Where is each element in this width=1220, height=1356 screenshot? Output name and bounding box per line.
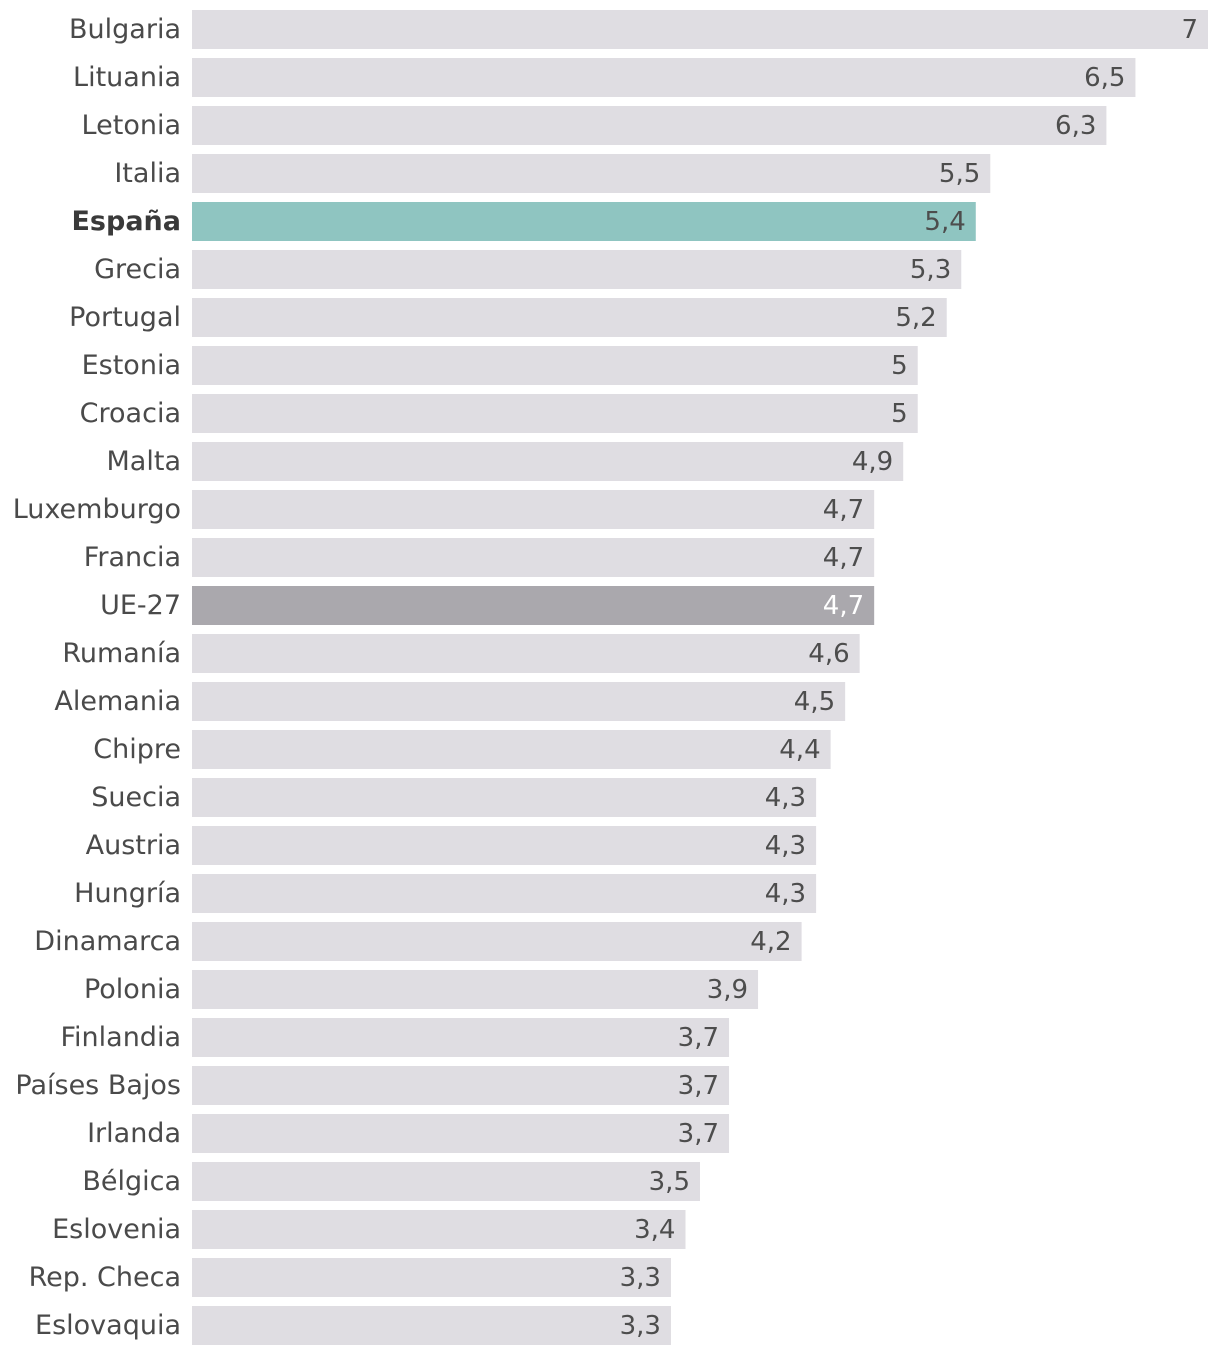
value-label-paises-bajos: 3,7 (678, 1071, 719, 1101)
bar-italia (192, 154, 991, 193)
bar-grecia (192, 250, 962, 289)
value-label-dinamarca: 4,2 (750, 927, 791, 957)
bar-estonia (192, 346, 918, 385)
category-label-luxemburgo: Luxemburgo (13, 494, 181, 525)
value-label-hungria: 4,3 (765, 879, 806, 909)
bar-polonia (192, 970, 759, 1009)
bar-bulgaria (192, 10, 1208, 49)
value-label-francia: 4,7 (823, 543, 864, 573)
bar-croacia (192, 394, 918, 433)
bar-eslovenia (192, 1210, 686, 1249)
value-label-belgica: 3,5 (649, 1167, 690, 1197)
bar-rep-checa (192, 1258, 671, 1297)
bar-belgica (192, 1162, 700, 1201)
value-label-estonia: 5 (891, 351, 908, 381)
value-label-suecia: 4,3 (765, 783, 806, 813)
bar-dinamarca (192, 922, 802, 961)
category-label-rumania: Rumanía (62, 638, 181, 669)
value-label-italia: 5,5 (939, 159, 980, 189)
bars-group (192, 10, 1208, 1345)
category-label-rep-checa: Rep. Checa (29, 1262, 181, 1293)
value-label-eslovenia: 3,4 (634, 1215, 675, 1245)
category-labels-group: Bulgaria Lituania Letonia Italia España Greci… (13, 14, 181, 1341)
category-label-dinamarca: Dinamarca (34, 926, 181, 957)
bar-lituania (192, 58, 1136, 97)
value-label-bulgaria: 7 (1181, 15, 1198, 45)
value-label-espana: 5,4 (924, 207, 965, 237)
value-labels-group: 7 6,5 6,3 5,5 5,4 5,3 5,2 5 5 4,9 4,7 4,7 4,7 4,6 4,5 4… (620, 15, 1198, 1341)
category-label-grecia: Grecia (94, 254, 181, 285)
bar-espana (192, 202, 976, 241)
value-label-irlanda: 3,7 (678, 1119, 719, 1149)
value-label-alemania: 4,5 (794, 687, 835, 717)
category-label-croacia: Croacia (80, 398, 181, 429)
category-label-francia: Francia (84, 542, 181, 573)
bar-paises-bajos (192, 1066, 730, 1105)
value-label-austria: 4,3 (765, 831, 806, 861)
category-label-letonia: Letonia (82, 110, 181, 141)
category-label-portugal: Portugal (69, 302, 181, 333)
value-label-eslovaquia: 3,3 (620, 1311, 661, 1341)
bar-luxemburgo (192, 490, 875, 529)
bar-rumania (192, 634, 860, 673)
value-label-croacia: 5 (891, 399, 908, 429)
category-label-ue-27: UE-27 (100, 590, 181, 621)
value-label-chipre: 4,4 (779, 735, 820, 765)
category-label-belgica: Bélgica (82, 1166, 181, 1197)
value-label-letonia: 6,3 (1055, 111, 1096, 141)
value-label-finlandia: 3,7 (678, 1023, 719, 1053)
bar-alemania (192, 682, 846, 721)
value-label-malta: 4,9 (852, 447, 893, 477)
bar-irlanda (192, 1114, 730, 1153)
category-label-hungria: Hungría (74, 878, 181, 909)
bar-suecia (192, 778, 817, 817)
category-label-suecia: Suecia (91, 782, 181, 813)
bar-hungria (192, 874, 817, 913)
category-label-estonia: Estonia (82, 350, 181, 381)
category-label-bulgaria: Bulgaria (69, 14, 181, 45)
category-label-lituania: Lituania (73, 62, 181, 93)
value-label-luxemburgo: 4,7 (823, 495, 864, 525)
bar-letonia (192, 106, 1107, 145)
category-label-chipre: Chipre (93, 734, 181, 765)
category-label-malta: Malta (107, 446, 181, 477)
category-label-espana: España (71, 206, 181, 237)
value-label-portugal: 5,2 (895, 303, 936, 333)
category-label-polonia: Polonia (84, 974, 181, 1005)
bar-finlandia (192, 1018, 730, 1057)
value-label-lituania: 6,5 (1084, 63, 1125, 93)
value-label-grecia: 5,3 (910, 255, 951, 285)
bar-austria (192, 826, 817, 865)
category-label-eslovaquia: Eslovaquia (35, 1310, 181, 1341)
bar-portugal (192, 298, 947, 337)
bar-francia (192, 538, 875, 577)
bar-ue-27 (192, 586, 875, 625)
category-label-eslovenia: Eslovenia (52, 1214, 181, 1245)
category-label-austria: Austria (86, 830, 181, 861)
bar-eslovaquia (192, 1306, 671, 1345)
value-label-rep-checa: 3,3 (620, 1263, 661, 1293)
value-label-polonia: 3,9 (707, 975, 748, 1005)
category-label-paises-bajos: Países Bajos (15, 1070, 181, 1101)
value-label-rumania: 4,6 (808, 639, 849, 669)
category-label-italia: Italia (114, 158, 181, 189)
category-label-irlanda: Irlanda (87, 1118, 181, 1149)
category-label-finlandia: Finlandia (60, 1022, 181, 1053)
bar-chipre (192, 730, 831, 769)
bar-malta (192, 442, 904, 481)
value-label-ue-27: 4,7 (823, 591, 864, 621)
category-label-alemania: Alemania (54, 686, 181, 717)
